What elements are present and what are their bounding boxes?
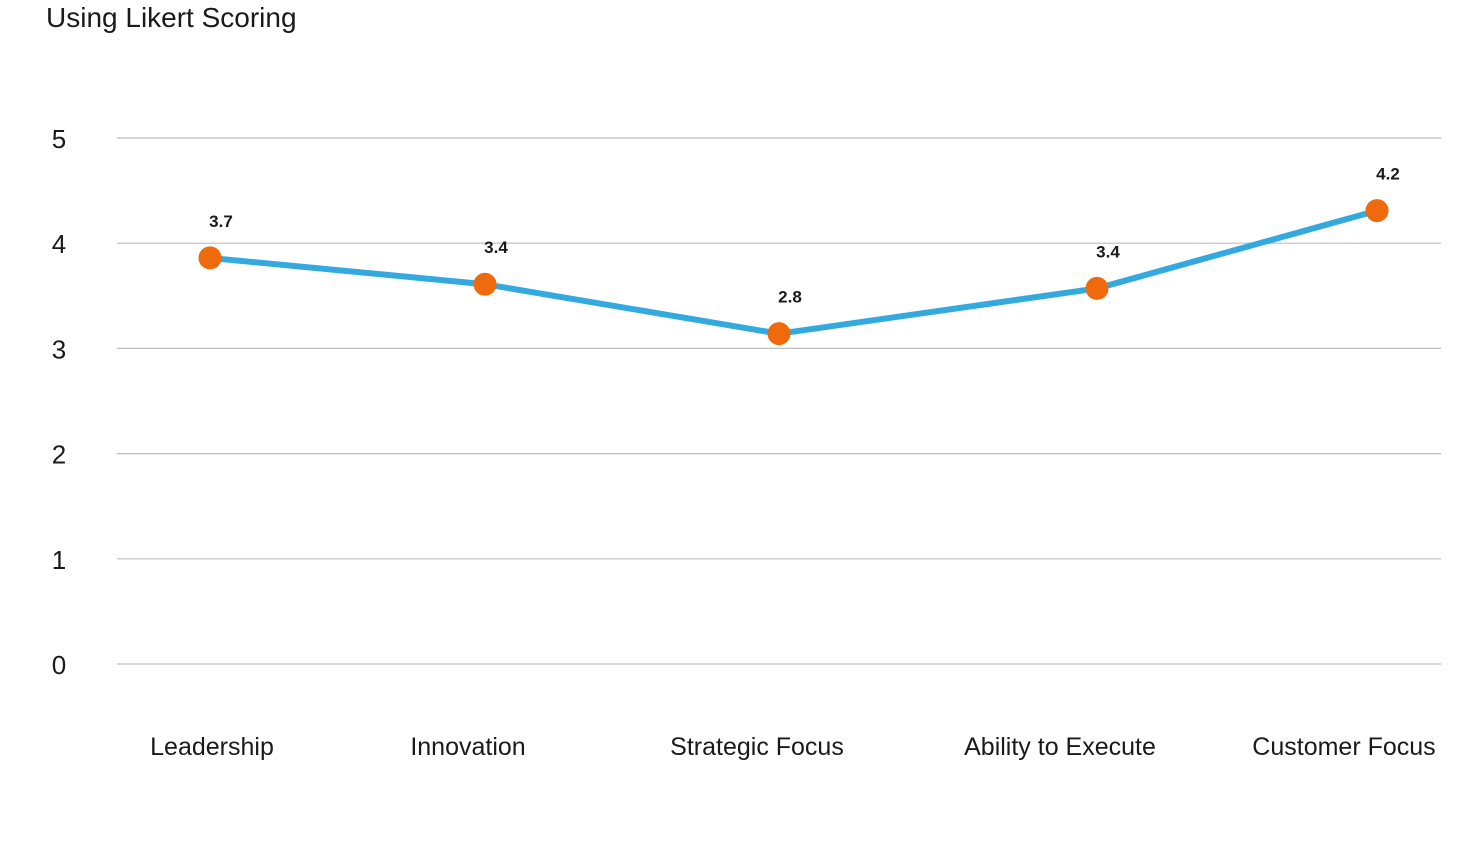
- gridlines: [117, 137, 1441, 665]
- x-tick-label: Ability to Execute: [964, 733, 1156, 761]
- x-tick-label: Strategic Focus: [670, 733, 844, 761]
- data-label: 4.2: [1376, 165, 1400, 184]
- y-tick-label: 5: [52, 124, 66, 154]
- data-point: [198, 246, 222, 270]
- data-point: [1085, 276, 1109, 300]
- chart-title: Using Likert Scoring: [46, 2, 297, 33]
- y-tick-label: 0: [52, 650, 66, 680]
- y-tick-label: 4: [52, 229, 66, 259]
- series-layer: [198, 199, 1389, 346]
- data-point: [473, 272, 497, 296]
- data-label: 2.8: [778, 288, 802, 307]
- series-line: [207, 207, 1380, 337]
- x-tick-label: Innovation: [410, 733, 525, 761]
- x-tick-label: Customer Focus: [1252, 733, 1435, 761]
- data-point: [767, 322, 791, 346]
- data-labels: 3.7 3.4 2.8 3.4 4.2: [209, 165, 1400, 307]
- data-point: [1365, 199, 1389, 223]
- data-label: 3.7: [209, 212, 233, 231]
- x-axis-ticks: Leadership Innovation Strategic Focus Abili…: [150, 733, 1436, 761]
- y-tick-label: 3: [52, 334, 66, 364]
- data-label: 3.4: [1096, 242, 1120, 261]
- data-label: 3.4: [484, 238, 508, 257]
- y-tick-label: 1: [52, 545, 66, 575]
- x-tick-label: Leadership: [150, 733, 274, 761]
- y-tick-label: 2: [52, 440, 66, 470]
- y-axis-ticks: 0 1 2 3 4 5: [52, 124, 66, 680]
